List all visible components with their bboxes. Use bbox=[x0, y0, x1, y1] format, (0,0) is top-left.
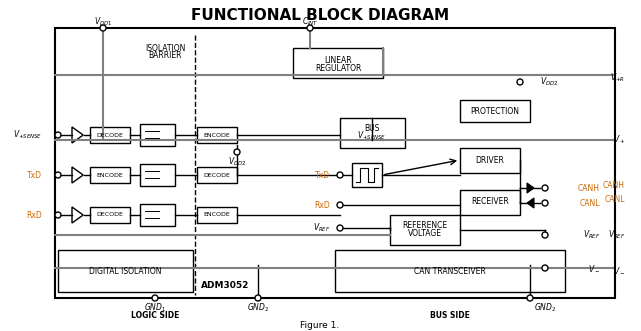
Polygon shape bbox=[72, 127, 83, 143]
Text: DECODE: DECODE bbox=[97, 132, 124, 137]
Polygon shape bbox=[72, 167, 83, 183]
Circle shape bbox=[100, 25, 106, 31]
Text: $V_{+R}$: $V_{+R}$ bbox=[610, 72, 625, 84]
FancyBboxPatch shape bbox=[352, 163, 382, 187]
FancyBboxPatch shape bbox=[460, 100, 530, 122]
Text: TxD: TxD bbox=[315, 170, 330, 179]
Text: ISOLATION: ISOLATION bbox=[145, 43, 185, 53]
Text: $V_-$: $V_-$ bbox=[613, 265, 625, 275]
Text: FUNCTIONAL BLOCK DIAGRAM: FUNCTIONAL BLOCK DIAGRAM bbox=[191, 8, 449, 23]
Text: DIGITAL ISOLATION: DIGITAL ISOLATION bbox=[88, 266, 162, 275]
Text: $V_{DD2}$: $V_{DD2}$ bbox=[540, 76, 558, 88]
Text: DECODE: DECODE bbox=[204, 172, 230, 177]
Circle shape bbox=[234, 149, 240, 155]
FancyBboxPatch shape bbox=[340, 118, 405, 148]
FancyBboxPatch shape bbox=[335, 250, 565, 292]
Circle shape bbox=[542, 200, 548, 206]
Text: REGULATOR: REGULATOR bbox=[315, 64, 361, 72]
Text: BUS SIDE: BUS SIDE bbox=[430, 311, 470, 320]
Polygon shape bbox=[527, 198, 534, 208]
Text: $GND_1$: $GND_1$ bbox=[144, 302, 166, 314]
FancyBboxPatch shape bbox=[140, 204, 175, 226]
Text: $V_{REF}$: $V_{REF}$ bbox=[313, 222, 330, 234]
FancyBboxPatch shape bbox=[460, 148, 520, 173]
Text: Figure 1.: Figure 1. bbox=[301, 320, 340, 329]
Circle shape bbox=[542, 185, 548, 191]
Circle shape bbox=[542, 232, 548, 238]
FancyBboxPatch shape bbox=[90, 167, 130, 183]
Text: LINEAR: LINEAR bbox=[324, 56, 352, 65]
Text: CANH: CANH bbox=[578, 183, 600, 193]
Text: $C_{INT}$: $C_{INT}$ bbox=[302, 16, 319, 28]
FancyBboxPatch shape bbox=[390, 215, 460, 245]
Text: VOLTAGE: VOLTAGE bbox=[408, 228, 442, 238]
Circle shape bbox=[55, 132, 61, 138]
Text: BUS: BUS bbox=[364, 123, 379, 132]
Circle shape bbox=[152, 295, 158, 301]
Text: CANL: CANL bbox=[579, 199, 600, 208]
Text: CANL: CANL bbox=[604, 196, 625, 205]
Circle shape bbox=[337, 202, 343, 208]
FancyBboxPatch shape bbox=[197, 127, 237, 143]
Polygon shape bbox=[527, 183, 534, 193]
FancyBboxPatch shape bbox=[90, 127, 130, 143]
FancyBboxPatch shape bbox=[58, 250, 193, 292]
Text: $V_{REF}$: $V_{REF}$ bbox=[583, 229, 600, 241]
FancyBboxPatch shape bbox=[197, 207, 237, 223]
Text: $GND_2$: $GND_2$ bbox=[534, 302, 556, 314]
Text: CANH: CANH bbox=[603, 180, 625, 190]
Text: $V_-$: $V_-$ bbox=[588, 263, 600, 273]
Text: $V_{DD2}$: $V_{DD2}$ bbox=[228, 156, 246, 168]
FancyBboxPatch shape bbox=[140, 164, 175, 186]
Text: PROTECTION: PROTECTION bbox=[470, 107, 519, 116]
Text: DECODE: DECODE bbox=[97, 213, 124, 217]
FancyBboxPatch shape bbox=[460, 190, 520, 215]
Circle shape bbox=[307, 25, 313, 31]
Circle shape bbox=[527, 295, 533, 301]
Text: CAN TRANSCEIVER: CAN TRANSCEIVER bbox=[414, 266, 486, 275]
Text: $V_{+SENSE}$: $V_{+SENSE}$ bbox=[358, 130, 387, 142]
Polygon shape bbox=[72, 207, 83, 223]
Circle shape bbox=[55, 172, 61, 178]
Text: RxD: RxD bbox=[314, 201, 330, 210]
Text: $V_{DD1}$: $V_{DD1}$ bbox=[94, 16, 112, 28]
Text: DRIVER: DRIVER bbox=[476, 156, 504, 165]
Circle shape bbox=[542, 265, 548, 271]
Text: $V_{REF}$: $V_{REF}$ bbox=[608, 229, 625, 241]
Text: $V_{+SENSE}$: $V_{+SENSE}$ bbox=[13, 129, 42, 141]
Circle shape bbox=[255, 295, 261, 301]
FancyBboxPatch shape bbox=[197, 167, 237, 183]
Text: $GND_2$: $GND_2$ bbox=[247, 302, 269, 314]
Text: TxD: TxD bbox=[27, 170, 42, 179]
Circle shape bbox=[337, 172, 343, 178]
Circle shape bbox=[337, 225, 343, 231]
Text: ADM3052: ADM3052 bbox=[201, 280, 249, 290]
FancyBboxPatch shape bbox=[55, 28, 615, 298]
Text: $V_+$: $V_+$ bbox=[613, 134, 625, 146]
FancyBboxPatch shape bbox=[90, 207, 130, 223]
Text: ENCODE: ENCODE bbox=[97, 172, 123, 177]
Text: ENCODE: ENCODE bbox=[204, 213, 230, 217]
Text: REFERENCE: REFERENCE bbox=[403, 220, 447, 229]
Text: LOGIC SIDE: LOGIC SIDE bbox=[131, 311, 179, 320]
Text: RxD: RxD bbox=[26, 211, 42, 219]
FancyBboxPatch shape bbox=[293, 48, 383, 78]
Circle shape bbox=[517, 79, 523, 85]
Text: RECEIVER: RECEIVER bbox=[471, 198, 509, 207]
FancyBboxPatch shape bbox=[140, 124, 175, 146]
Text: BARRIER: BARRIER bbox=[148, 51, 182, 60]
Text: ENCODE: ENCODE bbox=[204, 132, 230, 137]
Circle shape bbox=[55, 212, 61, 218]
